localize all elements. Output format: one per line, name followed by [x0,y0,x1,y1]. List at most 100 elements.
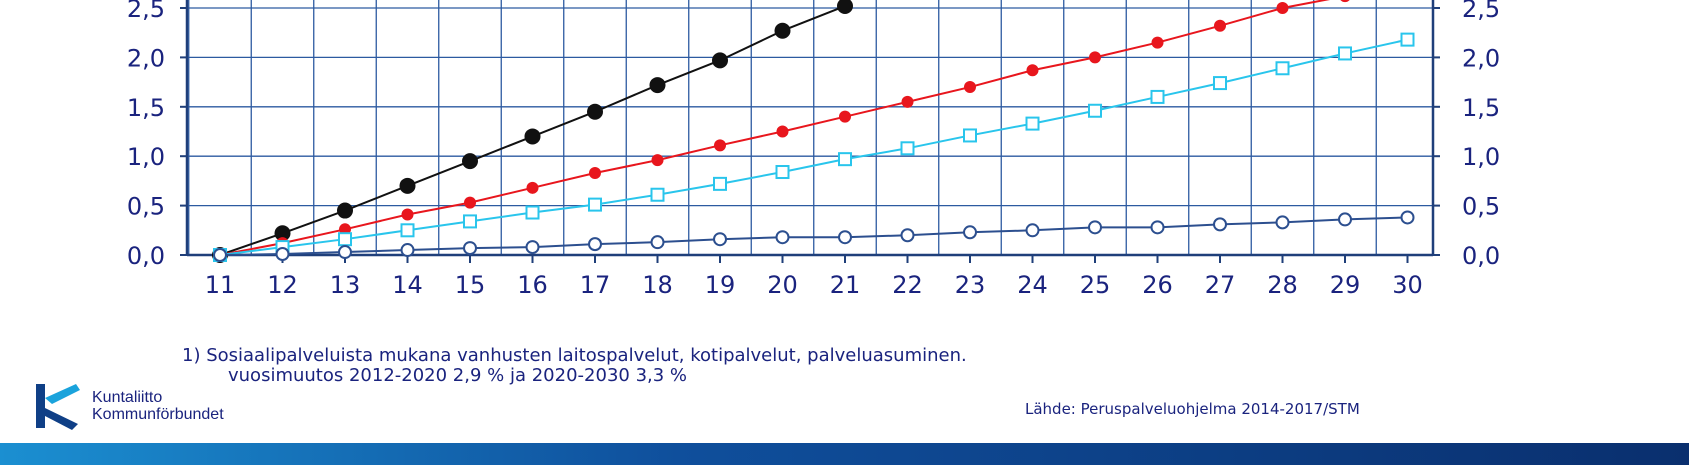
data-point-series-3 [1025,116,1040,131]
x-tick-label: 16 [517,271,548,299]
data-point-series-3 [588,197,602,212]
x-tick-label: 23 [955,271,986,299]
footnote-line-2: vuosimuutos 2012-2020 2,9 % ja 2020-2030… [228,365,688,386]
logo-text-line-2: Kommunförbundet [92,406,224,423]
footnote-line-1: 1) Sosiaalipalveluista mukana vanhusten … [182,345,967,366]
data-point-series-2 [901,95,914,108]
data-point-series-3 [900,141,915,156]
data-point-series-1 [462,153,478,170]
y-tick-label-right: 2,0 [1462,44,1500,72]
data-point-series-1 [712,52,728,69]
data-point-series-2 [1026,64,1039,77]
data-point-series-2 [1276,2,1289,14]
data-point-series-4 [275,247,290,262]
data-point-series-4 [713,232,727,247]
x-tick-label: 17 [580,271,611,299]
data-point-series-3 [1150,89,1165,104]
data-point-series-2 [464,196,476,209]
y-tick-label-left: 1,0 [127,143,165,171]
kuntaliitto-logo-icon [36,384,80,430]
data-point-series-2 [839,110,851,123]
data-point-series-2 [526,181,539,194]
x-tick-label: 24 [1017,271,1048,299]
data-point-series-2 [776,125,789,138]
data-point-series-4 [525,240,540,255]
data-point-series-3 [1338,46,1352,61]
kuntaliitto-logo: Kuntaliitto Kommunförbundet [30,380,224,432]
x-tick-label: 14 [392,271,423,299]
data-point-series-4 [1025,223,1040,238]
data-point-series-3 [1275,61,1290,76]
y-tick-label-right: 0,0 [1462,242,1500,270]
data-point-series-2 [651,154,664,167]
data-point-series-4 [900,228,915,243]
x-tick-label: 29 [1330,271,1361,299]
data-point-series-2 [1089,51,1101,64]
y-tick-label-right: 1,0 [1462,143,1500,171]
logo-text-line-1: Kuntaliitto [92,389,163,406]
data-point-series-4 [963,225,977,240]
y-tick-label-left: 0,0 [127,242,165,270]
y-tick-label-left: 0,5 [127,193,165,221]
x-tick-label: 27 [1205,271,1236,299]
x-tick-label: 30 [1392,271,1423,299]
y-tick-label-right: 2,5 [1462,0,1500,23]
data-point-series-4 [650,235,665,250]
data-point-series-3 [775,165,790,180]
x-tick-label: 11 [205,271,236,299]
data-point-series-3 [650,187,665,202]
y-tick-label-left: 1,5 [127,94,165,122]
x-tick-label: 20 [767,271,798,299]
data-point-series-3 [463,214,477,229]
x-tick-label: 25 [1080,271,1111,299]
data-point-series-1 [274,225,291,242]
data-point-series-3 [713,176,727,191]
y-tick-label-right: 0,5 [1462,193,1500,221]
data-point-series-4 [588,237,602,252]
data-point-series-1 [649,77,666,94]
data-point-series-4 [1088,220,1102,235]
data-point-series-3 [1088,103,1102,118]
data-point-series-4 [400,243,415,258]
data-point-series-4 [838,230,852,245]
data-point-series-3 [338,232,352,247]
x-tick-label: 21 [830,271,861,299]
x-tick-label: 22 [892,271,923,299]
data-point-series-4 [775,230,790,245]
y-tick-label-left: 2,0 [127,44,165,72]
data-point-series-1 [837,0,853,15]
data-point-series-2 [1214,19,1226,32]
data-point-series-3 [838,152,852,167]
data-point-series-1 [524,128,541,145]
data-point-series-4 [1400,210,1415,225]
data-point-series-2 [401,208,414,221]
data-point-series-2 [1340,0,1350,3]
data-point-series-1 [337,202,353,219]
footer-band [0,443,1689,465]
data-point-series-2 [589,166,601,179]
x-tick-label: 26 [1142,271,1173,299]
x-tick-label: 15 [455,271,486,299]
data-point-series-3 [1213,76,1227,91]
x-tick-label: 12 [267,271,298,299]
data-point-series-1 [399,177,416,194]
x-tick-label: 19 [705,271,736,299]
data-point-series-4 [213,248,227,262]
series-line-4 [219,216,1408,256]
data-point-series-4 [1275,215,1290,230]
source-note: Lähde: Peruspalveluohjelma 2014-2017/STM [1025,400,1360,418]
series-line-3 [219,38,1408,256]
data-point-series-4 [338,245,352,260]
data-point-series-2 [714,139,726,152]
x-tick-label: 13 [330,271,361,299]
data-point-series-2 [1151,36,1164,49]
data-point-series-4 [1338,212,1352,227]
data-point-series-1 [587,103,603,120]
data-point-series-4 [463,241,477,256]
data-point-series-3 [400,223,415,238]
data-point-series-3 [525,205,540,220]
data-point-series-3 [1400,32,1415,47]
data-point-series-3 [963,128,977,143]
data-point-series-1 [774,22,791,39]
